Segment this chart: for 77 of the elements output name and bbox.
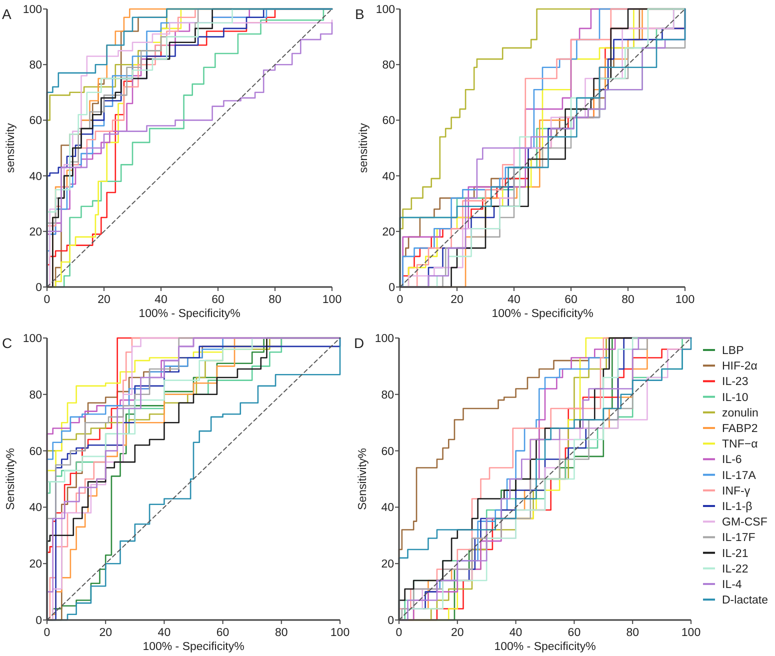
y-tick-label: 40 <box>29 502 42 514</box>
x-tick-label: 0 <box>44 627 50 639</box>
legend-label: IL-4 <box>722 579 742 591</box>
x-tick-label: 80 <box>626 627 639 639</box>
x-tick-label: 80 <box>268 294 282 306</box>
x-tick-label: 80 <box>622 294 634 306</box>
y-tick-label: 40 <box>29 170 42 183</box>
y-tick-label: 60 <box>382 115 395 128</box>
legend-label: LBP <box>722 345 744 357</box>
x-tick-label: 40 <box>158 627 171 639</box>
legend-label: IL-17F <box>722 532 756 544</box>
x-tick-label: 20 <box>451 627 464 639</box>
y-tick-label: 0 <box>36 615 42 627</box>
y-tick-label: 40 <box>382 170 395 183</box>
y-tick-label: 80 <box>29 60 42 72</box>
x-tick-label: 20 <box>99 627 112 639</box>
legend-label: IL-17A <box>722 470 756 482</box>
legend-label: INF-γ <box>722 485 750 498</box>
legend-label: IL-23 <box>722 376 748 388</box>
y-tick-label: 0 <box>388 282 395 294</box>
x-tick-label: 20 <box>98 294 110 306</box>
legend-label: zonulin <box>722 407 758 420</box>
y-tick-label: 20 <box>382 226 395 238</box>
chart-title: C <box>2 335 12 351</box>
x-tick-label: 20 <box>450 294 464 306</box>
y-tick-label: 60 <box>381 446 394 458</box>
x-tick-label: 40 <box>154 294 168 306</box>
y-tick-label: 100 <box>22 333 42 345</box>
legend-label: TNF−α <box>722 438 758 451</box>
y-tick-label: 60 <box>29 115 42 128</box>
legend-label: HIF-2α <box>722 360 758 373</box>
legend-label: D-lactate <box>722 594 768 607</box>
x-tick-label: 60 <box>212 294 224 306</box>
x-tick-label: 60 <box>216 627 230 639</box>
y-tick-label: 20 <box>381 558 394 571</box>
x-axis-title: 100% - Specificity% <box>142 641 244 653</box>
x-axis-title: 100% - Specificity% <box>492 308 594 320</box>
x-tick-label: 0 <box>396 294 404 306</box>
x-tick-label: 100 <box>330 627 350 639</box>
y-tick-label: 80 <box>381 389 394 402</box>
y-axis-title: Sensitivity% <box>5 448 17 510</box>
x-tick-label: 80 <box>275 627 288 639</box>
y-tick-label: 0 <box>388 615 394 627</box>
chart-title: D <box>354 335 364 351</box>
legend-label: IL-22 <box>722 563 748 576</box>
x-tick-label: 100 <box>681 627 701 639</box>
x-axis-title: 100% - Specificity% <box>138 308 240 320</box>
x-tick-label: 60 <box>564 294 578 306</box>
y-axis-title: sensitivity <box>358 122 370 173</box>
x-tick-label: 60 <box>568 627 581 639</box>
legend-label: IL-6 <box>722 454 742 466</box>
chart-title: B <box>355 6 364 22</box>
chart-title: A <box>2 6 12 22</box>
y-tick-label: 60 <box>29 446 42 458</box>
legend-label: IL-21 <box>722 548 748 560</box>
y-axis-title: sensitivity <box>5 122 17 173</box>
x-tick-label: 40 <box>509 627 522 639</box>
y-axis-title: Sensitivity% <box>357 448 369 510</box>
y-tick-label: 20 <box>29 226 42 238</box>
y-tick-label: 80 <box>29 389 42 402</box>
x-tick-label: 40 <box>508 294 520 306</box>
y-tick-label: 0 <box>36 282 42 294</box>
x-tick-label: 100 <box>675 294 695 306</box>
x-axis-title: 100% - Specificity% <box>494 641 596 653</box>
y-tick-label: 80 <box>382 60 395 72</box>
legend-label: FABP2 <box>722 423 758 435</box>
y-tick-label: 100 <box>376 4 395 16</box>
x-tick-label: 0 <box>396 627 402 639</box>
y-tick-label: 100 <box>22 4 42 16</box>
x-tick-label: 100 <box>322 294 342 306</box>
x-tick-label: 0 <box>44 294 50 306</box>
y-tick-label: 100 <box>374 333 394 345</box>
legend-label: IL-10 <box>722 392 748 404</box>
legend-label: GM-CSF <box>722 516 768 529</box>
y-tick-label: 20 <box>29 558 42 571</box>
y-tick-label: 40 <box>381 502 394 514</box>
legend-label: IL-1-β <box>722 501 753 513</box>
